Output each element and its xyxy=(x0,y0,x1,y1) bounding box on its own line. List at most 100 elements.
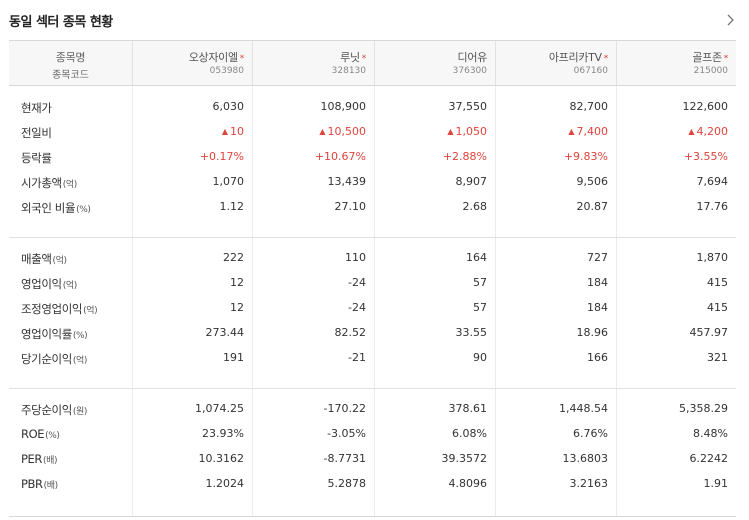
row-label-text: 당기순이익 xyxy=(21,352,72,366)
row-value: 6.76% xyxy=(573,427,608,440)
table-row: 당기순이익(억) 191 -21 90 166 321 xyxy=(9,348,736,370)
row-unit: (억) xyxy=(62,281,78,291)
stock-column-header[interactable]: 루닛 * 328130 xyxy=(252,41,374,85)
row-value: 5,358.29 xyxy=(679,402,728,415)
row-value-text: 10 xyxy=(230,125,244,138)
up-triangle-icon: ▲ xyxy=(447,127,454,136)
row-label-text: 조정영업이익 xyxy=(21,302,83,316)
row-value: 415 xyxy=(707,301,728,314)
stock-column-header[interactable]: 디어유 376300 xyxy=(374,41,495,85)
row-value: 17.76 xyxy=(697,200,729,213)
stock-column-header[interactable]: 골프존 * 215000 xyxy=(616,41,736,85)
stock-name[interactable]: 루닛 * xyxy=(340,49,366,65)
row-value: 39.3572 xyxy=(442,452,488,465)
row-label: 등락률 xyxy=(21,150,52,166)
row-value-text: 415 xyxy=(707,276,728,289)
row-label: 영업이익(억) xyxy=(21,276,77,292)
stock-name[interactable]: 디어유 xyxy=(457,49,488,65)
row-value-text: 33.55 xyxy=(455,326,488,339)
row-value-text: 6.2242 xyxy=(689,452,729,465)
row-value: -8.7731 xyxy=(324,452,366,465)
table-row: 매출액(억) 222 110 164 727 1,870 xyxy=(9,248,736,270)
row-value-text: 1,070 xyxy=(212,175,245,188)
table-row: 현재가 6,030 108,900 37,550 82,700 122,600 xyxy=(9,97,736,119)
stock-name-text[interactable]: 골프존 xyxy=(692,51,722,64)
row-value-text: 13.6803 xyxy=(562,452,609,465)
row-value: 1,448.54 xyxy=(559,402,608,415)
row-value-text: 273.44 xyxy=(205,326,245,339)
row-value: 166 xyxy=(587,351,608,364)
stock-name-text[interactable]: 디어유 xyxy=(457,51,488,64)
row-value-text: 20.87 xyxy=(576,200,609,213)
row-value-text: 7,400 xyxy=(576,125,609,138)
row-value-text: 8,907 xyxy=(455,175,488,188)
stock-column-header[interactable]: 오상자이엘 * 053980 xyxy=(132,41,252,85)
row-label: ROE(%) xyxy=(21,427,60,441)
row-label: 주당순이익(원) xyxy=(21,402,87,418)
section-title: 동일 섹터 종목 현황 xyxy=(9,15,113,30)
stock-name-text[interactable]: 아프리카TV xyxy=(548,51,602,64)
stock-name[interactable]: 오상자이엘 * xyxy=(188,49,245,65)
row-unit: (억) xyxy=(72,356,88,366)
row-value-text: 5.2878 xyxy=(327,477,367,490)
column-divider xyxy=(495,86,496,516)
row-value: ▲ 4,200 xyxy=(688,125,728,138)
row-label-text: 영업이익률 xyxy=(21,327,72,341)
table-row: 영업이익률(%) 273.44 82.52 33.55 18.96 457.97 xyxy=(9,323,736,345)
up-triangle-icon: ▲ xyxy=(319,127,326,136)
row-value: ▲ 7,400 xyxy=(568,125,608,138)
stock-code: 067160 xyxy=(573,66,608,76)
row-value: 727 xyxy=(587,251,608,264)
row-value: 5.2878 xyxy=(328,477,367,490)
star-marker: * xyxy=(239,54,245,64)
table-row: 조정영업이익(억) 12 -24 57 184 415 xyxy=(9,298,736,320)
row-value-text: -24 xyxy=(348,301,366,314)
row-value-text: 17.76 xyxy=(696,200,729,213)
star-marker: * xyxy=(361,54,367,64)
row-value: +2.88% xyxy=(443,150,487,163)
row-value: 13.6803 xyxy=(563,452,609,465)
row-unit: (배) xyxy=(43,456,58,466)
row-unit: (%) xyxy=(45,431,60,441)
chevron-right-icon[interactable] xyxy=(726,13,740,29)
row-value: 33.55 xyxy=(456,326,488,339)
stock-column-header[interactable]: 아프리카TV * 067160 xyxy=(495,41,616,85)
stock-name[interactable]: 아프리카TV * xyxy=(549,49,608,65)
table-header-row: 종목명 종목코드 오상자이엘 * 053980 루닛 * 328130 디어유 376300 아… xyxy=(9,40,736,86)
row-unit: (억) xyxy=(52,256,68,266)
row-value: 164 xyxy=(466,251,487,264)
row-value-text: 90 xyxy=(473,351,487,364)
row-value-text: 1,050 xyxy=(455,125,488,138)
row-value: +9.83% xyxy=(564,150,608,163)
row-value: 10.3162 xyxy=(199,452,245,465)
row-value: 1.2024 xyxy=(206,477,245,490)
column-divider xyxy=(374,86,375,516)
table-row: PER(배) 10.3162 -8.7731 39.3572 13.6803 6.2242 xyxy=(9,449,736,471)
row-value: ▲ 1,050 xyxy=(447,125,487,138)
stock-name-text[interactable]: 오상자이엘 xyxy=(188,51,238,64)
row-value-text: 122,600 xyxy=(682,100,729,113)
table-row: 외국인 비율(%) 1.12 27.10 2.68 20.87 17.76 xyxy=(9,197,736,219)
row-label: 외국인 비율(%) xyxy=(21,200,91,216)
row-value-text: -21 xyxy=(348,351,366,364)
stock-name[interactable]: 골프존 * xyxy=(692,49,728,65)
row-value-text: 39.3572 xyxy=(441,452,488,465)
row-value: 6,030 xyxy=(213,100,245,113)
row-value: +10.67% xyxy=(315,150,366,163)
table-row: 영업이익(억) 12 -24 57 184 415 xyxy=(9,273,736,295)
row-value: 1,070 xyxy=(213,175,245,188)
stock-name-text[interactable]: 루닛 xyxy=(340,51,360,64)
row-value: 57 xyxy=(473,276,487,289)
table-row: ROE(%) 23.93% -3.05% 6.08% 6.76% 8.48% xyxy=(9,424,736,446)
row-label-text: ROE xyxy=(21,427,45,441)
row-value: 12 xyxy=(230,301,244,314)
row-label: 현재가 xyxy=(21,100,52,116)
row-label: 당기순이익(억) xyxy=(21,351,87,367)
row-unit: (억) xyxy=(83,306,98,316)
row-value: 27.10 xyxy=(335,200,367,213)
row-value-text: 9,506 xyxy=(576,175,609,188)
row-value: 273.44 xyxy=(206,326,245,339)
row-value-text: -3.05% xyxy=(327,427,366,440)
row-label: 조정영업이익(억) xyxy=(21,301,98,317)
row-value: -24 xyxy=(348,276,366,289)
